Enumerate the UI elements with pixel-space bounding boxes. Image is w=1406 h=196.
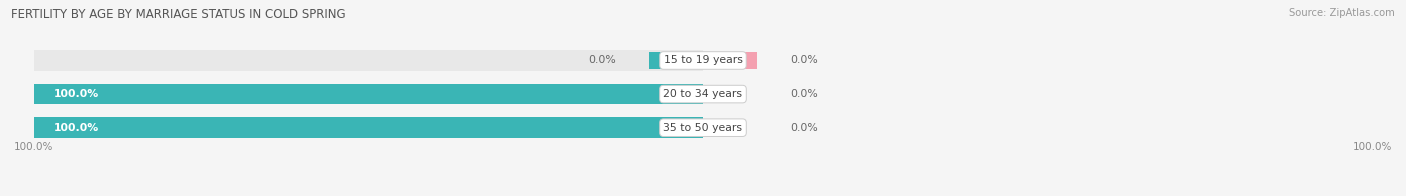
Text: 100.0%: 100.0%: [14, 142, 53, 152]
Bar: [723, 52, 756, 69]
Text: 0.0%: 0.0%: [790, 55, 818, 65]
Text: 35 to 50 years: 35 to 50 years: [664, 123, 742, 133]
Text: 100.0%: 100.0%: [55, 89, 100, 99]
Bar: [34, 117, 703, 138]
Text: 15 to 19 years: 15 to 19 years: [664, 55, 742, 65]
Text: 0.0%: 0.0%: [790, 89, 818, 99]
Bar: [34, 50, 703, 71]
Text: FERTILITY BY AGE BY MARRIAGE STATUS IN COLD SPRING: FERTILITY BY AGE BY MARRIAGE STATUS IN C…: [11, 8, 346, 21]
Text: 100.0%: 100.0%: [55, 123, 100, 133]
Bar: [34, 84, 703, 104]
Bar: [650, 52, 683, 69]
Text: 20 to 34 years: 20 to 34 years: [664, 89, 742, 99]
Text: 0.0%: 0.0%: [790, 123, 818, 133]
Bar: [34, 84, 703, 104]
Text: Source: ZipAtlas.com: Source: ZipAtlas.com: [1289, 8, 1395, 18]
Text: 0.0%: 0.0%: [588, 55, 616, 65]
Bar: [34, 117, 703, 138]
Text: 100.0%: 100.0%: [1353, 142, 1392, 152]
